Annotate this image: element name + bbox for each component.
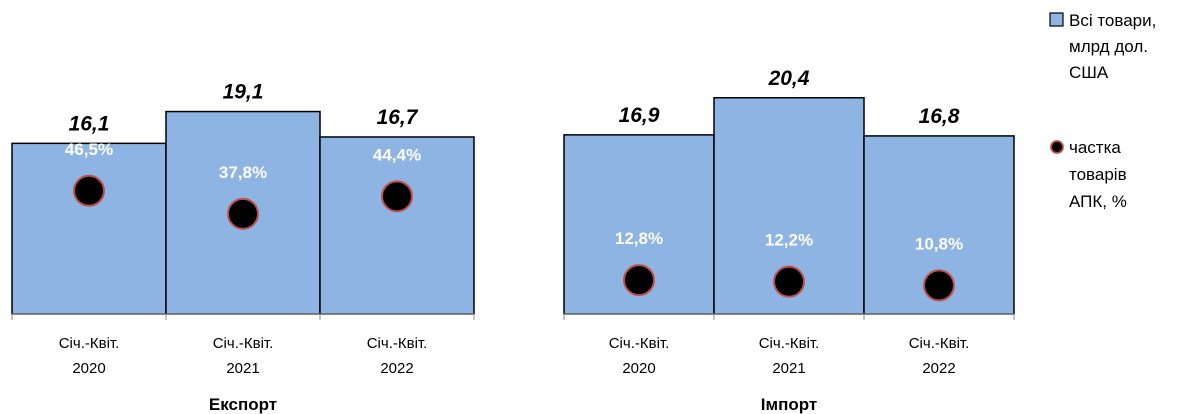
import-share-label-1: 12,2% — [765, 231, 813, 250]
import-share-marker-1 — [773, 265, 805, 298]
export-tick-label-2-1: 2022 — [380, 360, 413, 377]
import-tick-label-0-1: 2020 — [622, 360, 655, 377]
legend-square-marker — [1049, 12, 1064, 27]
import-chart-title: Імпорт — [761, 395, 817, 414]
export-share-marker-1 — [227, 197, 259, 230]
import-tick-label-2-0: Січ.-Квіт. — [909, 335, 970, 352]
export-tick-label-1-0: Січ.-Квіт. — [213, 335, 274, 352]
import-share-marker-2 — [923, 269, 955, 302]
import-tick-label-2-1: 2022 — [922, 360, 955, 377]
export-share-marker-2 — [381, 180, 413, 213]
legend-label-bars-2: США — [1069, 63, 1109, 82]
export-share-marker-0 — [73, 174, 105, 207]
legend-label-share-0: частка — [1069, 138, 1121, 157]
import-share-label-0: 12,8% — [615, 229, 663, 248]
export-share-label-0: 46,5% — [65, 140, 113, 159]
import-tick-label-1-1: 2021 — [772, 360, 805, 377]
export-bar-2 — [319, 136, 475, 315]
export-share-label-2: 44,4% — [373, 145, 421, 164]
export-bar-0 — [11, 142, 167, 315]
export-tick-label-1-1: 2021 — [226, 360, 259, 377]
legend-label-bars-0: Всі товари, — [1069, 11, 1156, 30]
export-tick-label-2-0: Січ.-Квіт. — [367, 335, 428, 352]
legend-circle-marker — [1050, 140, 1064, 154]
export-bar-value-label-0: 16,1 — [69, 112, 110, 135]
export-tick-label-0-1: 2020 — [72, 360, 105, 377]
legend-label-share-2: АПК, % — [1069, 192, 1127, 211]
import-share-label-2: 10,8% — [915, 234, 963, 253]
import-share-marker-0 — [623, 264, 655, 297]
export-tick-label-0-0: Січ.-Квіт. — [59, 335, 120, 352]
legend-label-bars-1: млрд дол. — [1069, 37, 1148, 56]
export-bar-value-label-2: 16,7 — [377, 106, 419, 129]
import-tick-label-0-0: Січ.-Квіт. — [609, 335, 670, 352]
import-bar-value-label-2: 16,8 — [919, 105, 960, 128]
export-share-label-1: 37,8% — [219, 163, 267, 182]
legend-label-share-1: товарів — [1069, 165, 1127, 184]
export-chart-title: Експорт — [209, 395, 277, 414]
export-bar-value-label-1: 19,1 — [223, 81, 264, 104]
import-tick-label-1-0: Січ.-Квіт. — [759, 335, 820, 352]
import-bar-value-label-1: 20,4 — [768, 67, 810, 90]
import-bar-value-label-0: 16,9 — [619, 104, 660, 127]
